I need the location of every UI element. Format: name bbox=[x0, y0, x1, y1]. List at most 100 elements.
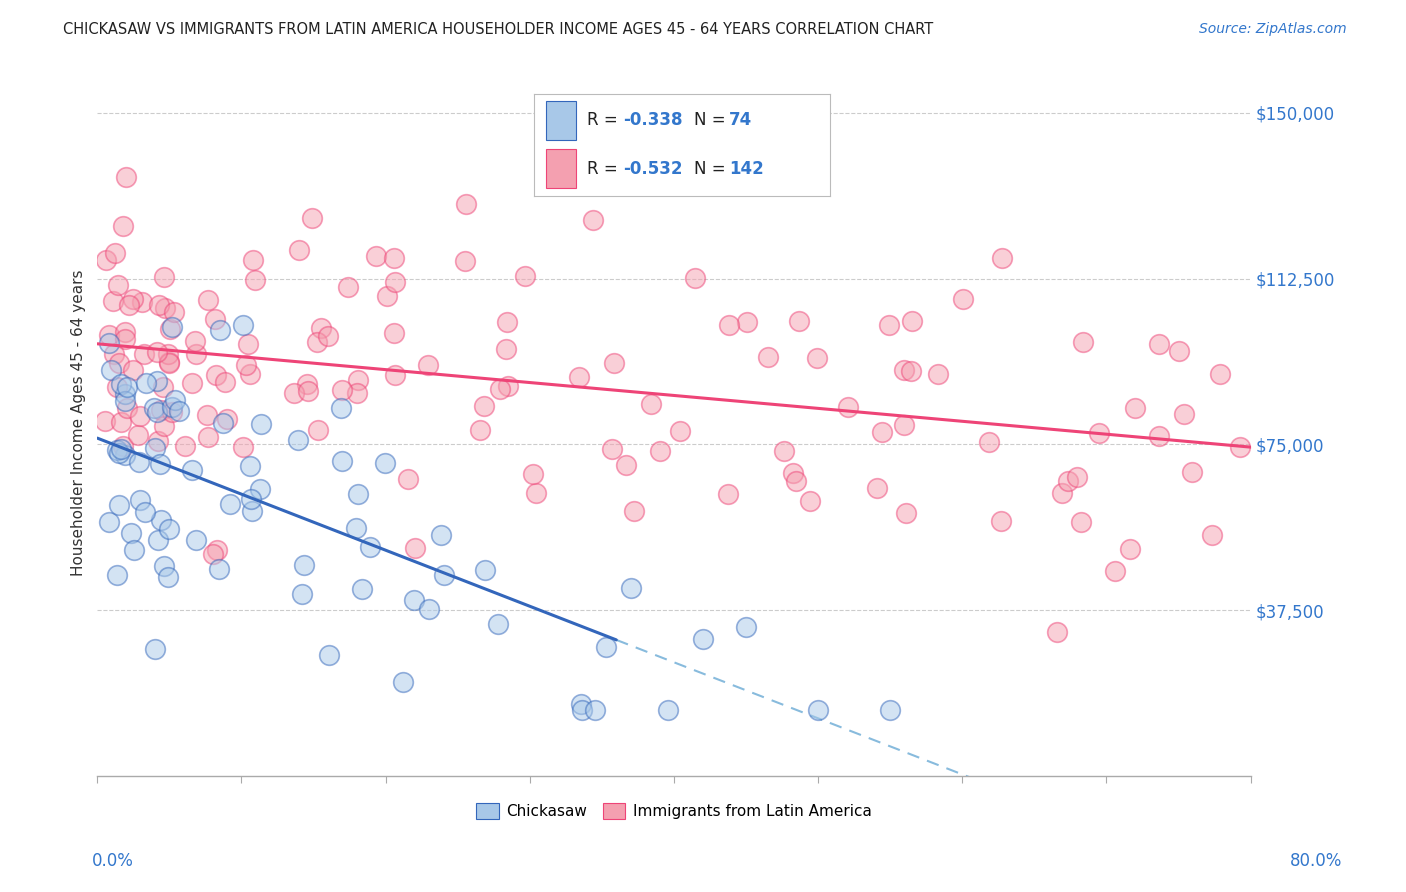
Point bbox=[153, 301, 176, 315]
Point bbox=[392, 674, 415, 689]
Point bbox=[1104, 565, 1126, 579]
Point bbox=[330, 453, 353, 467]
Point bbox=[799, 493, 821, 508]
Point bbox=[1046, 624, 1069, 639]
Point bbox=[927, 367, 949, 381]
Point bbox=[1147, 429, 1170, 443]
Point bbox=[232, 441, 254, 455]
Point bbox=[347, 487, 370, 501]
Point bbox=[184, 533, 207, 548]
Point bbox=[242, 252, 264, 267]
Point bbox=[110, 377, 132, 392]
Point bbox=[668, 424, 690, 438]
Point bbox=[524, 486, 547, 500]
Point bbox=[717, 318, 740, 332]
Point bbox=[582, 213, 605, 227]
Point bbox=[894, 506, 917, 520]
Point bbox=[952, 293, 974, 307]
Point bbox=[112, 438, 135, 452]
Point bbox=[404, 541, 426, 556]
Point bbox=[184, 346, 207, 360]
Point bbox=[330, 401, 353, 416]
Point bbox=[103, 347, 125, 361]
Point bbox=[135, 376, 157, 390]
Point bbox=[107, 277, 129, 292]
Point bbox=[373, 456, 395, 470]
Point bbox=[162, 304, 184, 318]
Point bbox=[620, 176, 643, 190]
Point bbox=[513, 268, 536, 283]
Point bbox=[900, 364, 922, 378]
Point bbox=[195, 408, 218, 422]
Point bbox=[208, 562, 231, 576]
Point bbox=[1071, 335, 1094, 350]
Point bbox=[197, 293, 219, 308]
Text: Source: ZipAtlas.com: Source: ZipAtlas.com bbox=[1199, 22, 1347, 37]
Point bbox=[416, 358, 439, 372]
Point bbox=[657, 703, 679, 717]
Point bbox=[183, 334, 205, 348]
Point bbox=[131, 294, 153, 309]
Point bbox=[382, 252, 405, 266]
Point bbox=[115, 380, 138, 394]
Point bbox=[148, 298, 170, 312]
Point bbox=[782, 466, 804, 480]
Point bbox=[1070, 515, 1092, 529]
Point bbox=[128, 409, 150, 424]
Point bbox=[352, 582, 374, 596]
Point bbox=[1181, 466, 1204, 480]
Point bbox=[152, 380, 174, 394]
Text: N =: N = bbox=[693, 160, 731, 178]
Point bbox=[180, 463, 202, 477]
Text: 80.0%: 80.0% bbox=[1291, 852, 1343, 870]
Text: 0.0%: 0.0% bbox=[91, 852, 134, 870]
Point bbox=[98, 515, 121, 529]
Point bbox=[1147, 337, 1170, 351]
Point bbox=[571, 703, 593, 717]
Text: -0.532: -0.532 bbox=[623, 160, 682, 178]
Point bbox=[316, 328, 339, 343]
Point bbox=[156, 569, 179, 583]
Point bbox=[1123, 401, 1146, 415]
Point bbox=[160, 405, 183, 419]
Point bbox=[115, 169, 138, 184]
Point bbox=[249, 483, 271, 497]
Text: 142: 142 bbox=[730, 160, 763, 178]
Point bbox=[197, 430, 219, 444]
Point bbox=[384, 368, 406, 382]
Point bbox=[111, 219, 134, 233]
Point bbox=[110, 415, 132, 429]
Point bbox=[146, 533, 169, 547]
Point bbox=[1119, 541, 1142, 556]
Point bbox=[375, 289, 398, 303]
Point bbox=[204, 368, 226, 382]
Point bbox=[486, 617, 509, 632]
Point bbox=[152, 270, 174, 285]
Point bbox=[990, 514, 1012, 528]
Text: 74: 74 bbox=[730, 112, 752, 129]
Point bbox=[134, 505, 156, 519]
Point bbox=[114, 325, 136, 339]
Point bbox=[249, 417, 271, 431]
Point bbox=[153, 419, 176, 434]
Point bbox=[105, 380, 128, 394]
Point bbox=[146, 404, 169, 418]
Point bbox=[97, 328, 120, 343]
Point bbox=[129, 493, 152, 508]
Point bbox=[110, 442, 132, 456]
Point bbox=[202, 547, 225, 561]
Point bbox=[344, 521, 367, 535]
Point bbox=[232, 318, 254, 333]
Point bbox=[990, 251, 1012, 265]
Point bbox=[240, 491, 263, 506]
Point bbox=[893, 363, 915, 377]
Point bbox=[128, 455, 150, 469]
Point bbox=[127, 427, 149, 442]
Point bbox=[211, 416, 233, 430]
Point bbox=[240, 503, 263, 517]
Point bbox=[143, 401, 166, 415]
Point bbox=[1168, 344, 1191, 359]
Point bbox=[382, 326, 405, 341]
Point bbox=[94, 414, 117, 428]
Point bbox=[205, 543, 228, 558]
